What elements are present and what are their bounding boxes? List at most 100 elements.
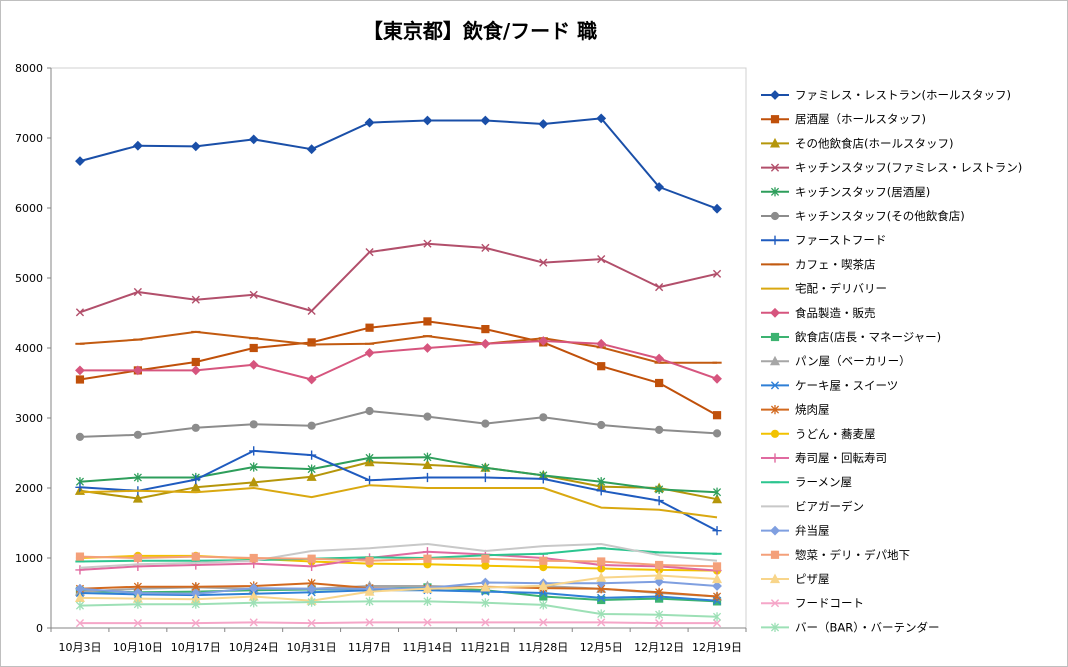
data-point xyxy=(596,486,606,496)
data-point xyxy=(307,561,317,571)
data-point xyxy=(75,308,85,317)
legend-item: ラーメン屋 xyxy=(761,475,852,489)
data-point xyxy=(365,323,374,332)
data-point xyxy=(770,332,780,342)
data-point xyxy=(249,462,258,472)
data-point xyxy=(770,187,780,197)
data-point xyxy=(597,477,606,487)
data-point xyxy=(306,144,317,155)
legend-label: キッチンスタッフ(その他飲食店) xyxy=(795,209,965,223)
series-line xyxy=(79,330,717,364)
y-tick-label: 3000 xyxy=(15,412,43,425)
data-point xyxy=(422,472,433,483)
y-tick-label: 1000 xyxy=(15,552,43,565)
data-point xyxy=(191,423,200,432)
data-point xyxy=(364,117,375,128)
data-point xyxy=(133,472,142,483)
data-point xyxy=(307,619,316,628)
data-point xyxy=(597,593,606,602)
data-point xyxy=(538,580,549,591)
data-point xyxy=(190,481,201,492)
legend-item: うどん・蕎麦屋 xyxy=(761,427,876,441)
data-point xyxy=(654,570,665,580)
y-tick-label: 4000 xyxy=(15,342,43,355)
y-tick-label: 5000 xyxy=(15,272,43,285)
series-line xyxy=(79,456,718,494)
legend-label: フードコート xyxy=(795,596,864,610)
legend-label: 寿司屋・回転寿司 xyxy=(795,451,887,465)
data-point xyxy=(539,556,548,565)
data-point xyxy=(75,619,85,628)
legend-label: 惣菜・デリ・デパ地下 xyxy=(795,548,910,562)
data-point xyxy=(712,619,722,628)
data-point xyxy=(190,141,201,152)
data-point xyxy=(365,453,374,463)
data-point xyxy=(770,550,780,559)
data-point xyxy=(480,472,490,483)
series-9 xyxy=(79,484,718,519)
legend-item: 寿司屋・回転寿司 xyxy=(761,451,887,465)
data-point xyxy=(481,554,490,563)
data-point xyxy=(480,115,491,126)
x-tick-label: 12月12日 xyxy=(634,641,684,654)
data-point xyxy=(307,554,316,563)
data-point xyxy=(769,355,781,366)
data-point xyxy=(249,598,258,608)
y-tick-label: 8000 xyxy=(15,62,43,75)
legend-label: ケーキ屋・スイーツ xyxy=(795,378,898,392)
data-point xyxy=(365,248,374,257)
legend-label: パン屋（ベーカリー） xyxy=(795,354,911,368)
series-line xyxy=(80,340,718,381)
data-point xyxy=(712,411,722,420)
data-point xyxy=(481,463,490,473)
data-point xyxy=(597,557,606,566)
data-point xyxy=(481,618,490,627)
series-2 xyxy=(75,317,722,420)
data-point xyxy=(190,365,201,376)
series-1 xyxy=(75,113,722,214)
data-point xyxy=(712,581,722,591)
legend-item: 弁当屋 xyxy=(761,524,830,538)
x-tick-label: 11月28日 xyxy=(518,641,568,654)
data-point xyxy=(654,496,664,506)
series-5 xyxy=(75,452,722,497)
data-point xyxy=(306,374,317,385)
data-point xyxy=(712,429,722,438)
data-point xyxy=(655,378,664,388)
series-line xyxy=(79,484,718,519)
axes: 0 1000 2000 3000 4000 5000 6000 7000 8000 10月3日 10… xyxy=(15,62,747,654)
x-tick-label: 11月7日 xyxy=(348,641,391,654)
series-line xyxy=(79,410,718,438)
x-tick-label: 10月17日 xyxy=(171,641,221,654)
data-point xyxy=(481,325,490,334)
x-tick-label: 12月19日 xyxy=(692,641,742,654)
series-line xyxy=(79,600,718,618)
data-point xyxy=(248,134,259,145)
data-point xyxy=(596,338,607,349)
data-point xyxy=(655,283,664,292)
data-point xyxy=(191,357,200,367)
data-point xyxy=(306,471,317,481)
data-point xyxy=(654,576,665,587)
x-tick-label: 11月14日 xyxy=(402,641,452,654)
data-point xyxy=(422,459,433,469)
data-point xyxy=(655,610,664,620)
legend-item: ビアガーデン xyxy=(761,499,864,513)
legend-item: 食品製造・販売 xyxy=(761,306,876,320)
data-point xyxy=(423,618,432,627)
legend-item: ファミレス・レストラン(ホールスタッフ) xyxy=(761,88,1011,102)
data-point xyxy=(423,317,432,326)
series-line xyxy=(79,580,718,595)
legend-item: ピザ屋 xyxy=(761,572,830,586)
data-point xyxy=(75,482,85,492)
data-point xyxy=(191,599,200,609)
data-point xyxy=(75,375,85,384)
data-point xyxy=(655,619,664,628)
series-line xyxy=(79,547,718,563)
data-point xyxy=(364,586,375,596)
data-point xyxy=(655,484,664,494)
x-tick-label: 11月21日 xyxy=(460,641,510,654)
legend-label: 焼肉屋 xyxy=(795,403,830,417)
y-tick-label: 7000 xyxy=(15,132,43,145)
data-point xyxy=(307,450,317,460)
